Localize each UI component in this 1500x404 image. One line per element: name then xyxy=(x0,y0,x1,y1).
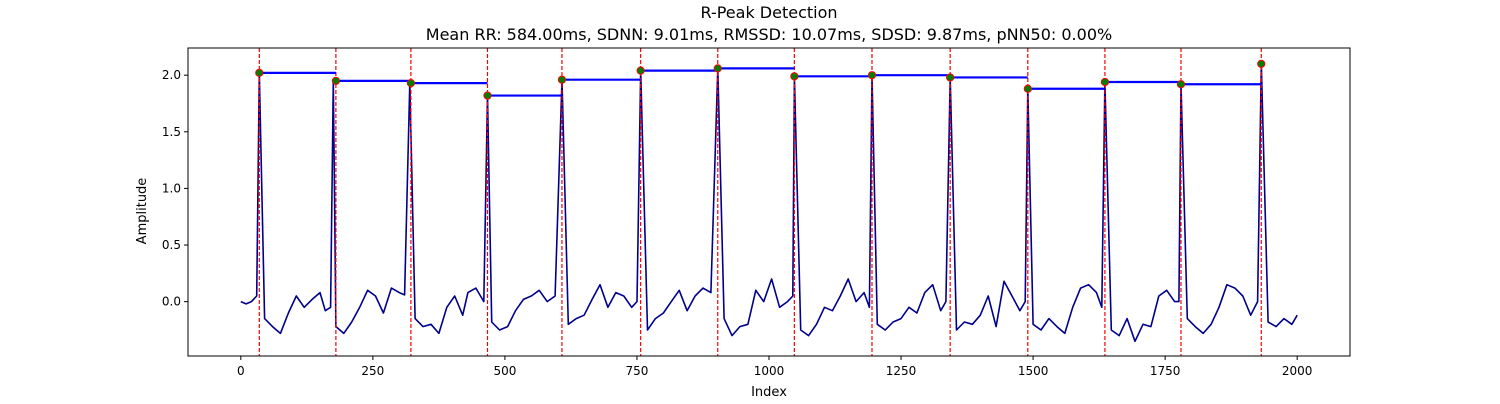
y-tick-label: 0.0 xyxy=(162,295,181,309)
r-peak-marker xyxy=(1023,84,1032,93)
x-tick-label: 1000 xyxy=(754,364,785,378)
x-tick-label: 1750 xyxy=(1150,364,1181,378)
r-peak-marker xyxy=(636,66,645,75)
x-axis-label: Index xyxy=(751,385,787,400)
y-axis-label: Amplitude xyxy=(135,178,150,245)
x-axis-ticks: 0 250 500 750 1000 1250 1500 1750 2000 xyxy=(237,356,1312,378)
chart-title: R-Peak Detection xyxy=(700,3,837,22)
r-peak-marker xyxy=(331,76,340,85)
r-peak-marker xyxy=(1176,80,1186,89)
x-tick-label: 250 xyxy=(361,364,384,378)
r-peak-marker xyxy=(483,91,492,100)
r-peak-marker xyxy=(867,71,877,80)
r-peak-marker xyxy=(1257,59,1266,68)
r-peak-marker xyxy=(1100,77,1110,87)
y-tick-label: 2.0 xyxy=(162,68,181,82)
y-tick-label: 1.5 xyxy=(162,125,181,139)
chart-subtitle: Mean RR: 584.00ms, SDNN: 9.01ms, RMSSD: … xyxy=(426,25,1112,44)
r-peak-marker xyxy=(255,68,264,78)
x-tick-label: 1250 xyxy=(886,364,917,378)
x-tick-label: 750 xyxy=(626,364,649,378)
x-tick-label: 2000 xyxy=(1282,364,1313,378)
r-peak-marker xyxy=(713,64,722,73)
y-axis-ticks: 0.0 0.5 1.0 1.5 2.0 xyxy=(162,68,188,309)
x-tick-label: 1500 xyxy=(1018,364,1049,378)
r-peak-markers-layer xyxy=(255,59,1266,100)
plot-frame xyxy=(187,47,1351,357)
x-tick-label: 0 xyxy=(237,364,245,378)
r-peak-marker xyxy=(946,73,955,82)
x-tick-label: 500 xyxy=(493,364,516,378)
y-tick-label: 1.0 xyxy=(162,181,181,195)
ecg-signal-line xyxy=(240,63,1298,343)
r-peak-marker xyxy=(790,72,799,81)
r-peak-marker xyxy=(406,79,415,88)
r-peak-marker xyxy=(557,75,567,84)
y-tick-label: 0.5 xyxy=(162,238,181,252)
rr-segments-layer xyxy=(259,67,1262,97)
ecg-signal-layer xyxy=(240,63,1298,343)
